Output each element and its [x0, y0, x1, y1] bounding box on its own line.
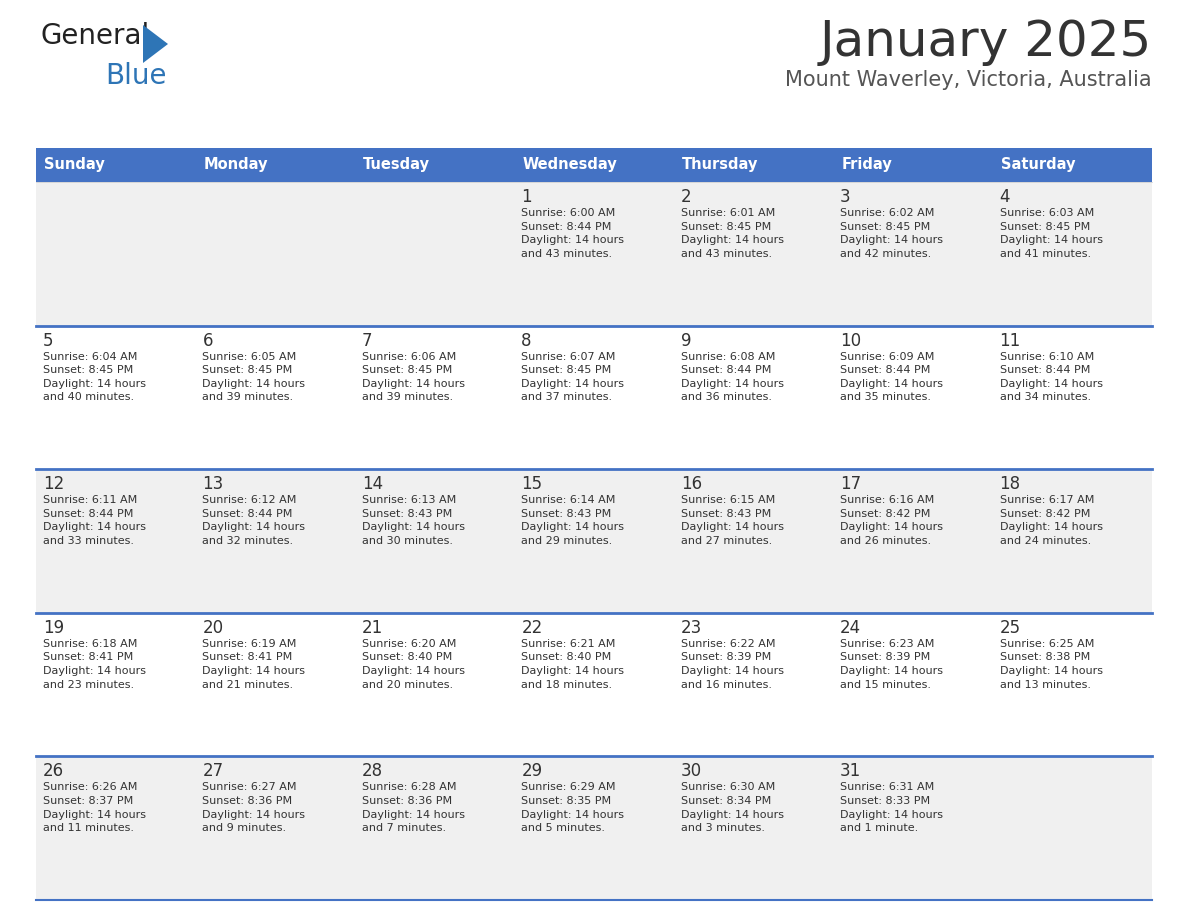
- Text: 8: 8: [522, 331, 532, 350]
- Text: 23: 23: [681, 619, 702, 637]
- Text: Sunrise: 6:15 AM
Sunset: 8:43 PM
Daylight: 14 hours
and 27 minutes.: Sunrise: 6:15 AM Sunset: 8:43 PM Dayligh…: [681, 495, 784, 546]
- Text: 9: 9: [681, 331, 691, 350]
- Text: Sunrise: 6:04 AM
Sunset: 8:45 PM
Daylight: 14 hours
and 40 minutes.: Sunrise: 6:04 AM Sunset: 8:45 PM Dayligh…: [43, 352, 146, 402]
- Text: 10: 10: [840, 331, 861, 350]
- Text: 13: 13: [202, 476, 223, 493]
- Text: Sunrise: 6:03 AM
Sunset: 8:45 PM
Daylight: 14 hours
and 41 minutes.: Sunrise: 6:03 AM Sunset: 8:45 PM Dayligh…: [999, 208, 1102, 259]
- Text: 26: 26: [43, 763, 64, 780]
- Text: 21: 21: [362, 619, 383, 637]
- Text: Thursday: Thursday: [682, 158, 758, 173]
- Text: 2: 2: [681, 188, 691, 206]
- Text: General: General: [40, 22, 150, 50]
- Bar: [514, 148, 674, 182]
- Text: 27: 27: [202, 763, 223, 780]
- Text: 30: 30: [681, 763, 702, 780]
- Text: Sunrise: 6:21 AM
Sunset: 8:40 PM
Daylight: 14 hours
and 18 minutes.: Sunrise: 6:21 AM Sunset: 8:40 PM Dayligh…: [522, 639, 624, 689]
- Text: 4: 4: [999, 188, 1010, 206]
- Bar: [992, 148, 1152, 182]
- Text: 1: 1: [522, 188, 532, 206]
- Bar: [36, 756, 1152, 900]
- Text: Sunrise: 6:16 AM
Sunset: 8:42 PM
Daylight: 14 hours
and 26 minutes.: Sunrise: 6:16 AM Sunset: 8:42 PM Dayligh…: [840, 495, 943, 546]
- Text: Monday: Monday: [203, 158, 268, 173]
- Text: 5: 5: [43, 331, 53, 350]
- Text: Sunrise: 6:13 AM
Sunset: 8:43 PM
Daylight: 14 hours
and 30 minutes.: Sunrise: 6:13 AM Sunset: 8:43 PM Dayligh…: [362, 495, 465, 546]
- Polygon shape: [143, 25, 168, 63]
- Text: Friday: Friday: [841, 158, 892, 173]
- Text: Sunrise: 6:22 AM
Sunset: 8:39 PM
Daylight: 14 hours
and 16 minutes.: Sunrise: 6:22 AM Sunset: 8:39 PM Dayligh…: [681, 639, 784, 689]
- Text: Saturday: Saturday: [1000, 158, 1075, 173]
- Text: 6: 6: [202, 331, 213, 350]
- Text: 22: 22: [522, 619, 543, 637]
- Text: 24: 24: [840, 619, 861, 637]
- Text: Sunrise: 6:28 AM
Sunset: 8:36 PM
Daylight: 14 hours
and 7 minutes.: Sunrise: 6:28 AM Sunset: 8:36 PM Dayligh…: [362, 782, 465, 834]
- Bar: [355, 148, 514, 182]
- Text: Sunrise: 6:20 AM
Sunset: 8:40 PM
Daylight: 14 hours
and 20 minutes.: Sunrise: 6:20 AM Sunset: 8:40 PM Dayligh…: [362, 639, 465, 689]
- Text: Tuesday: Tuesday: [362, 158, 430, 173]
- Bar: [833, 148, 992, 182]
- Text: Sunrise: 6:14 AM
Sunset: 8:43 PM
Daylight: 14 hours
and 29 minutes.: Sunrise: 6:14 AM Sunset: 8:43 PM Dayligh…: [522, 495, 624, 546]
- Text: 11: 11: [999, 331, 1020, 350]
- Text: Sunrise: 6:30 AM
Sunset: 8:34 PM
Daylight: 14 hours
and 3 minutes.: Sunrise: 6:30 AM Sunset: 8:34 PM Dayligh…: [681, 782, 784, 834]
- Text: Sunrise: 6:26 AM
Sunset: 8:37 PM
Daylight: 14 hours
and 11 minutes.: Sunrise: 6:26 AM Sunset: 8:37 PM Dayligh…: [43, 782, 146, 834]
- Bar: [36, 613, 1152, 756]
- Text: 17: 17: [840, 476, 861, 493]
- Text: Sunrise: 6:25 AM
Sunset: 8:38 PM
Daylight: 14 hours
and 13 minutes.: Sunrise: 6:25 AM Sunset: 8:38 PM Dayligh…: [999, 639, 1102, 689]
- Text: 28: 28: [362, 763, 383, 780]
- Text: Sunrise: 6:01 AM
Sunset: 8:45 PM
Daylight: 14 hours
and 43 minutes.: Sunrise: 6:01 AM Sunset: 8:45 PM Dayligh…: [681, 208, 784, 259]
- Text: 16: 16: [681, 476, 702, 493]
- Bar: [674, 148, 833, 182]
- Text: 25: 25: [999, 619, 1020, 637]
- Text: Sunrise: 6:10 AM
Sunset: 8:44 PM
Daylight: 14 hours
and 34 minutes.: Sunrise: 6:10 AM Sunset: 8:44 PM Dayligh…: [999, 352, 1102, 402]
- Bar: [36, 469, 1152, 613]
- Text: 18: 18: [999, 476, 1020, 493]
- Text: 15: 15: [522, 476, 543, 493]
- Bar: [196, 148, 355, 182]
- Bar: [36, 326, 1152, 469]
- Text: Sunrise: 6:09 AM
Sunset: 8:44 PM
Daylight: 14 hours
and 35 minutes.: Sunrise: 6:09 AM Sunset: 8:44 PM Dayligh…: [840, 352, 943, 402]
- Text: 12: 12: [43, 476, 64, 493]
- Text: Sunrise: 6:31 AM
Sunset: 8:33 PM
Daylight: 14 hours
and 1 minute.: Sunrise: 6:31 AM Sunset: 8:33 PM Dayligh…: [840, 782, 943, 834]
- Text: 29: 29: [522, 763, 543, 780]
- Text: 20: 20: [202, 619, 223, 637]
- Text: Sunrise: 6:19 AM
Sunset: 8:41 PM
Daylight: 14 hours
and 21 minutes.: Sunrise: 6:19 AM Sunset: 8:41 PM Dayligh…: [202, 639, 305, 689]
- Text: Sunrise: 6:00 AM
Sunset: 8:44 PM
Daylight: 14 hours
and 43 minutes.: Sunrise: 6:00 AM Sunset: 8:44 PM Dayligh…: [522, 208, 624, 259]
- Text: Sunrise: 6:23 AM
Sunset: 8:39 PM
Daylight: 14 hours
and 15 minutes.: Sunrise: 6:23 AM Sunset: 8:39 PM Dayligh…: [840, 639, 943, 689]
- Text: Sunday: Sunday: [44, 158, 105, 173]
- Text: 3: 3: [840, 188, 851, 206]
- Text: Sunrise: 6:17 AM
Sunset: 8:42 PM
Daylight: 14 hours
and 24 minutes.: Sunrise: 6:17 AM Sunset: 8:42 PM Dayligh…: [999, 495, 1102, 546]
- Bar: [36, 182, 1152, 326]
- Text: Sunrise: 6:02 AM
Sunset: 8:45 PM
Daylight: 14 hours
and 42 minutes.: Sunrise: 6:02 AM Sunset: 8:45 PM Dayligh…: [840, 208, 943, 259]
- Text: Sunrise: 6:11 AM
Sunset: 8:44 PM
Daylight: 14 hours
and 33 minutes.: Sunrise: 6:11 AM Sunset: 8:44 PM Dayligh…: [43, 495, 146, 546]
- Text: Blue: Blue: [105, 62, 166, 90]
- Text: Sunrise: 6:18 AM
Sunset: 8:41 PM
Daylight: 14 hours
and 23 minutes.: Sunrise: 6:18 AM Sunset: 8:41 PM Dayligh…: [43, 639, 146, 689]
- Text: Sunrise: 6:07 AM
Sunset: 8:45 PM
Daylight: 14 hours
and 37 minutes.: Sunrise: 6:07 AM Sunset: 8:45 PM Dayligh…: [522, 352, 624, 402]
- Text: Sunrise: 6:06 AM
Sunset: 8:45 PM
Daylight: 14 hours
and 39 minutes.: Sunrise: 6:06 AM Sunset: 8:45 PM Dayligh…: [362, 352, 465, 402]
- Text: 7: 7: [362, 331, 372, 350]
- Text: Sunrise: 6:27 AM
Sunset: 8:36 PM
Daylight: 14 hours
and 9 minutes.: Sunrise: 6:27 AM Sunset: 8:36 PM Dayligh…: [202, 782, 305, 834]
- Text: 31: 31: [840, 763, 861, 780]
- Text: Wednesday: Wednesday: [523, 158, 617, 173]
- Text: 14: 14: [362, 476, 383, 493]
- Text: Sunrise: 6:12 AM
Sunset: 8:44 PM
Daylight: 14 hours
and 32 minutes.: Sunrise: 6:12 AM Sunset: 8:44 PM Dayligh…: [202, 495, 305, 546]
- Bar: [36, 148, 196, 182]
- Text: January 2025: January 2025: [820, 18, 1152, 66]
- Text: Sunrise: 6:29 AM
Sunset: 8:35 PM
Daylight: 14 hours
and 5 minutes.: Sunrise: 6:29 AM Sunset: 8:35 PM Dayligh…: [522, 782, 624, 834]
- Text: Sunrise: 6:05 AM
Sunset: 8:45 PM
Daylight: 14 hours
and 39 minutes.: Sunrise: 6:05 AM Sunset: 8:45 PM Dayligh…: [202, 352, 305, 402]
- Text: Sunrise: 6:08 AM
Sunset: 8:44 PM
Daylight: 14 hours
and 36 minutes.: Sunrise: 6:08 AM Sunset: 8:44 PM Dayligh…: [681, 352, 784, 402]
- Text: 19: 19: [43, 619, 64, 637]
- Text: Mount Waverley, Victoria, Australia: Mount Waverley, Victoria, Australia: [785, 70, 1152, 90]
